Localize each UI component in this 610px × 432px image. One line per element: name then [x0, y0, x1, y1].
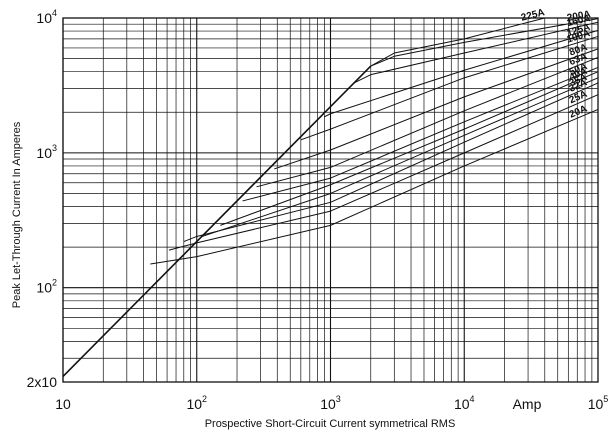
curve-25a [168, 94, 599, 251]
y-tick-label: 103 [36, 143, 57, 161]
curve-225a [370, 17, 545, 67]
curve-63a [256, 56, 599, 188]
curve-200a [370, 18, 599, 67]
curve-32a [183, 82, 599, 243]
x-tick-exponent: 5 [603, 394, 608, 404]
rating-curves [62, 17, 599, 377]
x-tick-base: 10 [588, 396, 604, 412]
y-tick-exponent: 4 [52, 8, 57, 18]
y-tick-exponent: 3 [52, 143, 57, 153]
x-tick-exponent: 2 [202, 394, 207, 404]
x-tick-label: 103 [320, 394, 341, 412]
x-axis-unit: Amp [513, 396, 542, 412]
curve-125a [324, 29, 599, 118]
label-200a: 200A [566, 9, 591, 24]
x-tick-label: 102 [186, 394, 207, 412]
x-tick-base: 10 [454, 396, 470, 412]
y-tick-base: 10 [36, 280, 52, 296]
x-tick-exponent: 3 [336, 394, 341, 404]
y-tick-exponent: 2 [52, 278, 57, 288]
curve-40a [220, 71, 599, 226]
y-tick-label: 104 [36, 8, 57, 26]
x-tick-base: 10 [186, 396, 202, 412]
curve-80a [274, 48, 599, 170]
y-tick-label: 102 [36, 278, 57, 296]
curve-35a [202, 77, 599, 237]
curve-100a [300, 35, 599, 141]
grid [62, 18, 598, 383]
axes [62, 17, 599, 383]
x-tick-exponent: 4 [470, 394, 475, 404]
plot-frame [62, 17, 599, 383]
y-tick-base: 2x10 [27, 374, 58, 390]
x-tick-base: 10 [320, 396, 336, 412]
label-160a: 160A [566, 13, 592, 29]
y-tick-base: 10 [36, 10, 52, 26]
x-axis-title: Prospective Short-Circuit Current symmet… [205, 418, 456, 430]
curve-20a [150, 108, 599, 265]
y-tick-base: 10 [36, 145, 52, 161]
x-tick-label: 104 [454, 394, 475, 412]
x-tick-label: 105 [588, 394, 609, 412]
y-axis-title: Peak Let-Through Current In Amperes [11, 121, 23, 308]
y-tick-label: 2x10 [27, 374, 58, 390]
x-tick-base: 10 [55, 396, 71, 412]
x-tick-label: 10 [55, 396, 71, 412]
limit-line [62, 65, 372, 377]
rating-labels: 20A25A32A35A40A50A63A80A100A125A160A200A… [520, 7, 592, 120]
curve-50a [242, 66, 599, 202]
curve-160a [353, 21, 599, 84]
